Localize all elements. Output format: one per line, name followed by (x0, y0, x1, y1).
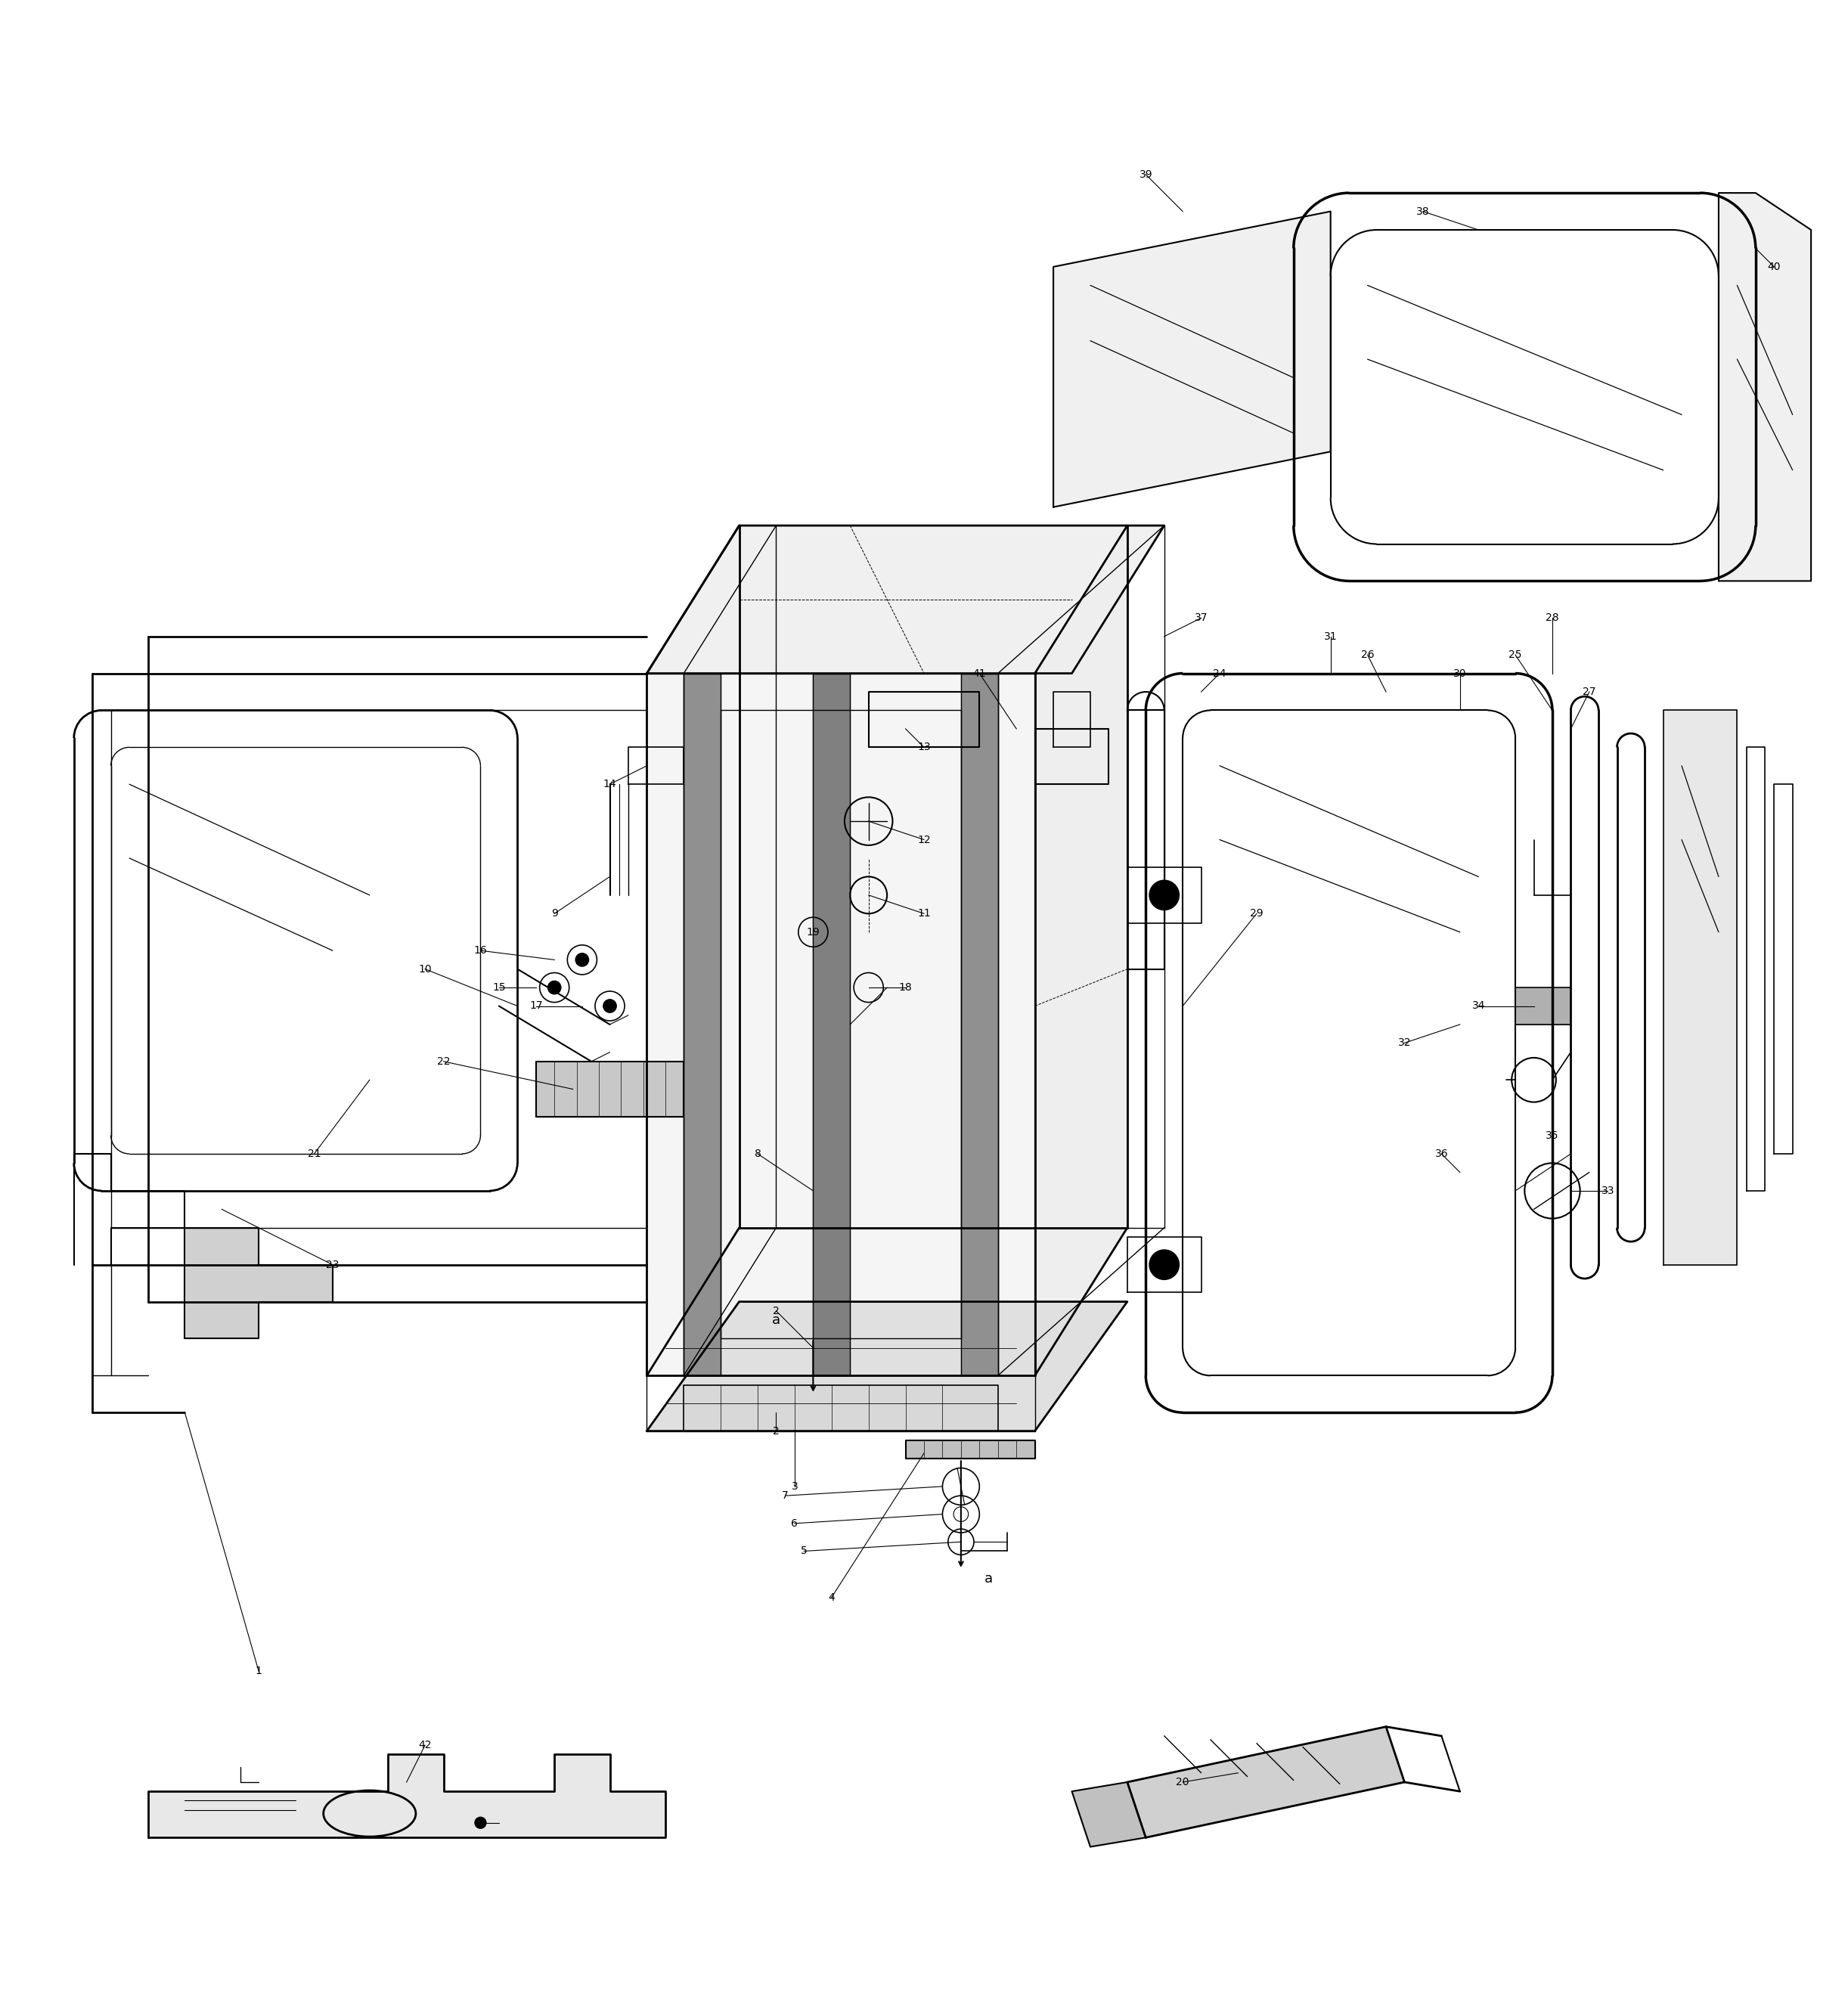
Text: 2: 2 (772, 1306, 780, 1316)
Polygon shape (647, 1302, 1127, 1431)
Text: 13: 13 (917, 742, 931, 752)
Polygon shape (185, 1227, 333, 1338)
Text: 40: 40 (1767, 262, 1781, 272)
Polygon shape (1127, 1726, 1404, 1837)
Polygon shape (1719, 193, 1811, 581)
Text: 22: 22 (436, 1056, 451, 1066)
Polygon shape (1053, 211, 1331, 507)
Circle shape (1149, 881, 1179, 909)
Polygon shape (536, 1062, 684, 1117)
Text: 2: 2 (772, 1427, 780, 1437)
Text: 25: 25 (1508, 650, 1523, 660)
Text: 8: 8 (754, 1149, 761, 1159)
Text: 41: 41 (972, 668, 987, 678)
Text: 12: 12 (917, 835, 931, 845)
Circle shape (604, 1000, 617, 1012)
Circle shape (475, 1817, 486, 1829)
Text: 33: 33 (1600, 1185, 1615, 1195)
Polygon shape (1035, 525, 1127, 1376)
Text: 20: 20 (1175, 1777, 1190, 1787)
Text: 3: 3 (791, 1481, 798, 1491)
Text: 30: 30 (1453, 668, 1467, 678)
Text: 7: 7 (782, 1491, 789, 1501)
Polygon shape (813, 674, 850, 1376)
Circle shape (1149, 1249, 1179, 1280)
Polygon shape (961, 674, 998, 1376)
Text: 37: 37 (1194, 612, 1209, 624)
Circle shape (577, 954, 588, 966)
Text: 36: 36 (1434, 1149, 1449, 1159)
Polygon shape (1515, 988, 1571, 1024)
Text: 17: 17 (529, 1000, 543, 1012)
Text: 10: 10 (418, 964, 432, 974)
Text: 21: 21 (307, 1149, 322, 1159)
Text: 27: 27 (1582, 686, 1597, 696)
Text: 29: 29 (1249, 907, 1264, 919)
Text: 31: 31 (1323, 632, 1338, 642)
Polygon shape (647, 674, 1035, 1376)
Text: 24: 24 (1212, 668, 1227, 678)
Text: a: a (772, 1314, 780, 1328)
Text: 11: 11 (917, 907, 931, 919)
Polygon shape (647, 525, 1164, 674)
Text: 26: 26 (1360, 650, 1375, 660)
Text: 4: 4 (828, 1591, 835, 1604)
Polygon shape (684, 1384, 998, 1431)
Text: 35: 35 (1545, 1131, 1560, 1141)
Text: 32: 32 (1397, 1038, 1412, 1048)
Text: 9: 9 (551, 907, 558, 919)
Text: 14: 14 (602, 779, 617, 789)
Circle shape (549, 982, 562, 994)
Text: 6: 6 (791, 1519, 798, 1529)
Text: 39: 39 (1138, 169, 1153, 179)
Text: 28: 28 (1545, 612, 1560, 624)
Polygon shape (1072, 1783, 1146, 1847)
Text: 42: 42 (418, 1740, 432, 1750)
Text: 18: 18 (898, 982, 913, 992)
Text: a: a (985, 1571, 992, 1585)
Text: 1: 1 (255, 1666, 262, 1676)
Text: 38: 38 (1416, 205, 1430, 217)
Polygon shape (148, 1754, 665, 1837)
Polygon shape (1663, 710, 1737, 1266)
Text: 16: 16 (473, 946, 488, 956)
Text: 15: 15 (492, 982, 506, 992)
Polygon shape (684, 674, 721, 1376)
Text: 19: 19 (806, 928, 821, 938)
Text: 5: 5 (800, 1545, 808, 1557)
Text: 23: 23 (325, 1260, 340, 1270)
Text: 34: 34 (1471, 1000, 1486, 1012)
Polygon shape (906, 1441, 1035, 1459)
